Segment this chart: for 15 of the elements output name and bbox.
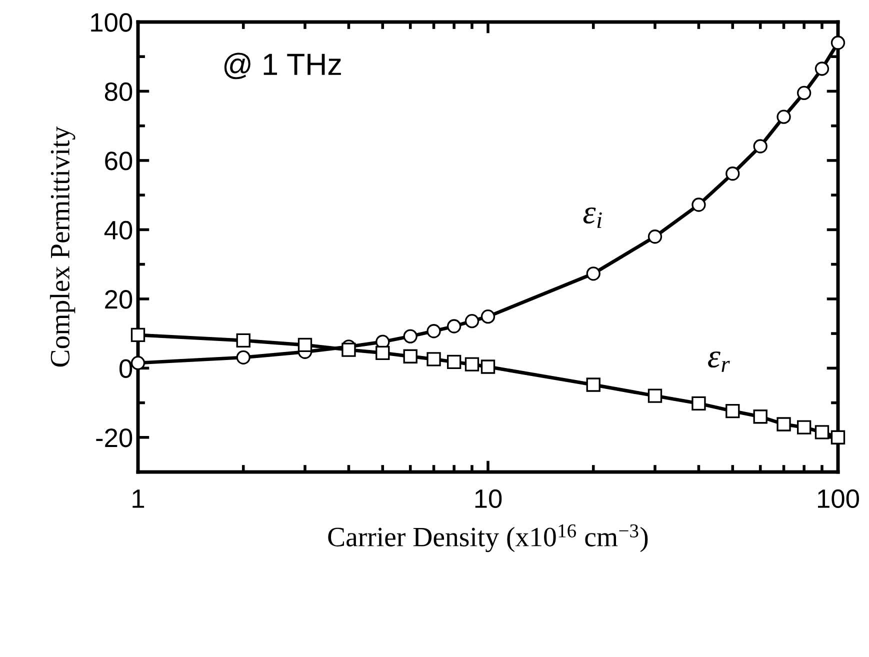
x-tick-label: 100 bbox=[818, 489, 859, 508]
annotation: @ 1 THz bbox=[224, 52, 341, 80]
y-tick-label: 20 bbox=[105, 290, 132, 309]
y-tick-label: -20 bbox=[96, 428, 132, 448]
y-tick-label: 100 bbox=[91, 13, 132, 32]
y-tick-label: 60 bbox=[105, 152, 132, 170]
y-tick-label: 0 bbox=[119, 359, 132, 378]
annotation: ε$_{r}$ bbox=[708, 352, 730, 372]
x-tick-label: 1 bbox=[132, 490, 144, 508]
annotation: ε$_{i}$ bbox=[583, 208, 602, 228]
x-axis-title: Carrier Density (x10$^{16}$ cm$^{−3}$) bbox=[328, 524, 648, 552]
y-tick-label: 40 bbox=[104, 220, 132, 240]
x-tick-label: 10 bbox=[475, 489, 502, 508]
y-axis-title: Complex Permittivity bbox=[50, 126, 76, 367]
y-tick-label: 80 bbox=[104, 82, 132, 102]
